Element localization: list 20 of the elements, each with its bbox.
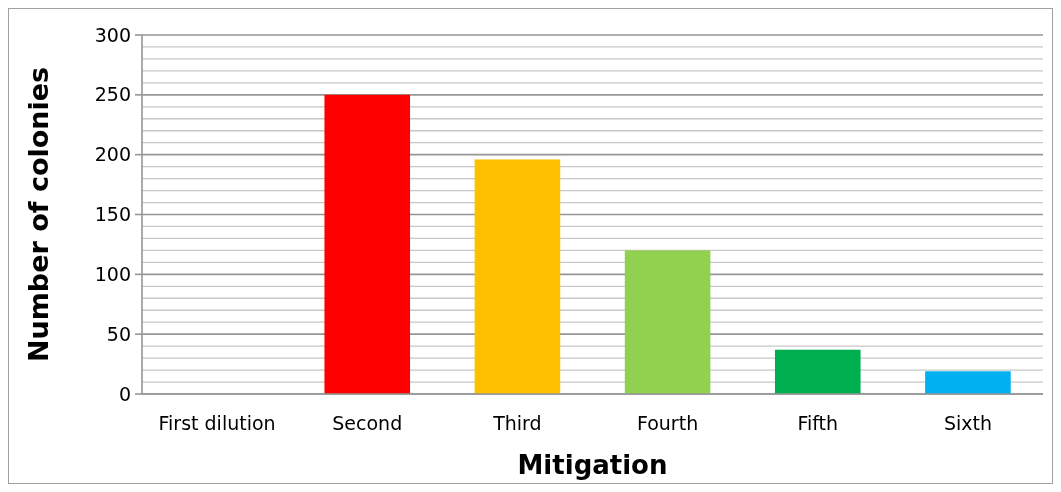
y-tick-label: 100 (94, 262, 131, 285)
y-tick-label: 0 (118, 382, 131, 405)
y-tick-label: 50 (106, 322, 131, 345)
bar (624, 250, 711, 394)
y-tick-label: 250 (94, 83, 131, 106)
y-tick-label: 300 (94, 23, 131, 46)
y-tick-label: 200 (94, 143, 131, 166)
x-tick-label: Second (332, 412, 403, 434)
x-tick-label: Fifth (797, 412, 839, 434)
x-tick-label: First dilution (158, 412, 276, 434)
bar (925, 371, 1011, 394)
bar (324, 94, 411, 394)
bar (774, 349, 861, 394)
x-tick-label: Third (492, 412, 542, 434)
x-tick-label: Sixth (943, 412, 992, 434)
bar (474, 159, 561, 394)
y-tick-label: 150 (94, 203, 131, 226)
y-axis-title: Number of colonies (23, 66, 54, 363)
x-axis-title: Mitigation (517, 450, 668, 480)
x-tick-label: Fourth (636, 412, 699, 434)
